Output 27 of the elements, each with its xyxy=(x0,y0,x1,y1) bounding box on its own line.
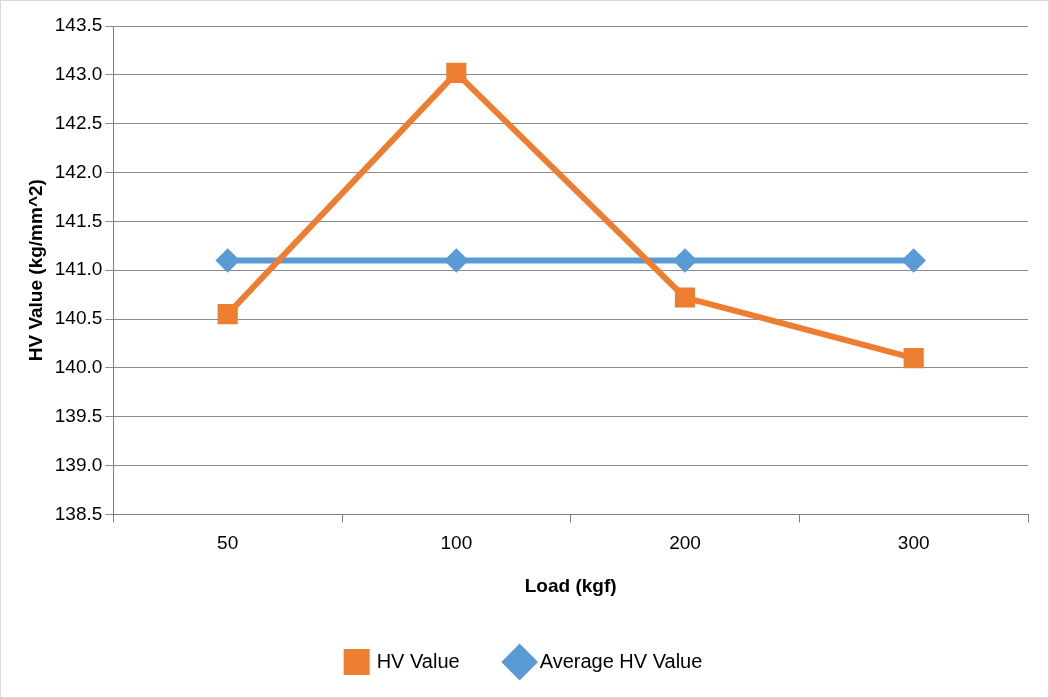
legend-label: HV Value xyxy=(376,649,460,672)
point xyxy=(216,249,239,272)
point xyxy=(446,62,467,83)
y-tick-label: 141.0 xyxy=(54,258,103,280)
point xyxy=(217,304,238,325)
x-tick-label: 50 xyxy=(217,532,239,554)
y-tick-label: 143.0 xyxy=(54,63,103,85)
y-tick-label: 138.5 xyxy=(54,502,103,524)
y-tick-label: 142.0 xyxy=(54,160,103,182)
y-axis-title: HV Value (kg/mm^2) xyxy=(24,179,46,362)
point xyxy=(674,287,696,308)
y-tick-label: 143.5 xyxy=(54,14,103,36)
y-tick-label: 141.5 xyxy=(54,209,103,231)
x-tick-label: 300 xyxy=(897,532,930,554)
y-tick-label: 139.5 xyxy=(54,404,103,426)
point xyxy=(903,348,924,369)
point xyxy=(445,249,468,272)
y-tick-label: 142.5 xyxy=(54,111,103,133)
y-tick-label: 140.5 xyxy=(54,307,103,329)
x-tick-label: 100 xyxy=(440,532,473,554)
y-tick-label: 139.0 xyxy=(54,453,103,475)
x-axis-title: Load (kgf) xyxy=(524,574,617,596)
point xyxy=(902,249,925,272)
x-tick-label: 200 xyxy=(669,532,701,554)
legend-label: Average HV Value xyxy=(539,649,703,672)
point xyxy=(674,249,697,272)
y-tick-label: 140.0 xyxy=(54,356,103,378)
